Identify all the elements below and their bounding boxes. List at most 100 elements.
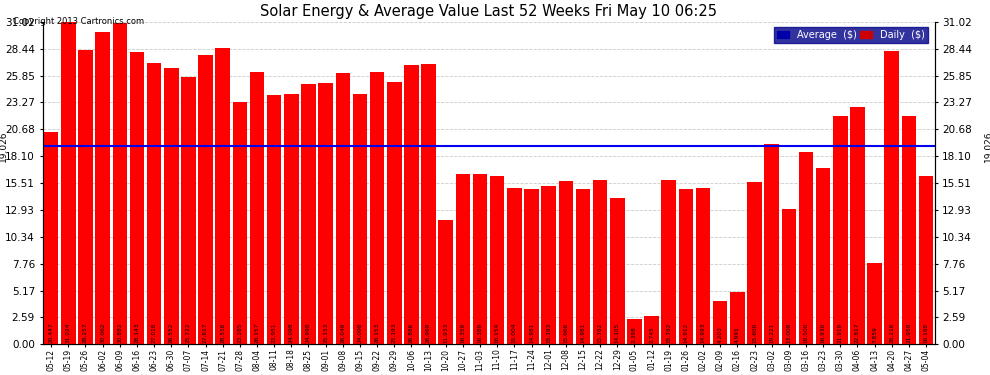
Bar <box>95 32 110 344</box>
Text: 14.993: 14.993 <box>701 322 706 343</box>
Text: 15.193: 15.193 <box>546 322 551 343</box>
Text: 30.062: 30.062 <box>100 322 105 343</box>
Text: 26.049: 26.049 <box>341 322 346 343</box>
Bar <box>113 23 127 344</box>
Text: 7.859: 7.859 <box>872 326 877 343</box>
Bar <box>713 301 728 344</box>
Text: 21.959: 21.959 <box>907 322 912 343</box>
Text: 16.930: 16.930 <box>821 322 826 343</box>
Bar <box>644 316 659 344</box>
Text: 16.168: 16.168 <box>924 323 929 343</box>
Title: Solar Energy & Average Value Last 52 Weeks Fri May 10 06:25: Solar Energy & Average Value Last 52 Wee… <box>260 4 717 19</box>
Text: 19.026: 19.026 <box>0 131 8 162</box>
Text: 26.866: 26.866 <box>409 322 414 343</box>
Bar <box>181 77 196 344</box>
Bar <box>490 176 505 344</box>
Text: 16.154: 16.154 <box>495 322 500 343</box>
Text: 24.098: 24.098 <box>357 322 362 343</box>
Bar <box>249 72 264 344</box>
Text: 20.447: 20.447 <box>49 322 53 343</box>
Text: 11.933: 11.933 <box>444 322 448 343</box>
Bar <box>164 68 178 344</box>
Bar <box>387 82 402 344</box>
Bar <box>130 52 145 344</box>
Text: 15.600: 15.600 <box>752 322 757 343</box>
Bar <box>507 188 522 344</box>
Text: 22.817: 22.817 <box>855 322 860 343</box>
Text: 24.998: 24.998 <box>306 322 311 343</box>
Text: 21.919: 21.919 <box>838 322 842 343</box>
Bar <box>439 220 453 344</box>
Bar <box>575 189 590 344</box>
Bar <box>558 182 573 344</box>
Text: 28.518: 28.518 <box>220 322 225 343</box>
Bar <box>284 94 299 344</box>
Bar <box>525 189 539 344</box>
Bar <box>850 107 864 344</box>
Text: 23.285: 23.285 <box>238 322 243 343</box>
Bar <box>61 22 75 344</box>
Text: 16.359: 16.359 <box>460 322 465 343</box>
Text: 19.026: 19.026 <box>984 131 990 162</box>
Text: 15.666: 15.666 <box>563 323 568 343</box>
Text: 24.098: 24.098 <box>289 322 294 343</box>
Bar <box>352 94 367 344</box>
Bar <box>867 262 882 344</box>
Text: 28.216: 28.216 <box>889 322 894 343</box>
Text: 23.951: 23.951 <box>271 322 276 343</box>
Bar <box>216 48 230 344</box>
Bar <box>884 51 899 344</box>
Bar <box>678 189 693 344</box>
Text: 27.018: 27.018 <box>151 322 156 343</box>
Text: 16.389: 16.389 <box>477 322 482 343</box>
Bar <box>730 292 744 344</box>
Bar <box>627 320 642 344</box>
Bar <box>44 132 58 344</box>
Text: 14.981: 14.981 <box>529 322 534 343</box>
Text: 4.203: 4.203 <box>718 326 723 343</box>
Bar <box>799 152 813 344</box>
Text: 14.912: 14.912 <box>683 322 688 343</box>
Bar <box>422 64 436 344</box>
Bar <box>593 180 608 344</box>
Text: 26.552: 26.552 <box>168 322 174 343</box>
Bar <box>301 84 316 344</box>
Text: 15.762: 15.762 <box>598 322 603 343</box>
Text: 26.969: 26.969 <box>426 322 431 343</box>
Bar <box>147 63 161 344</box>
Bar <box>233 102 248 344</box>
Bar <box>267 95 281 344</box>
Bar <box>542 186 556 344</box>
Text: 28.257: 28.257 <box>83 322 88 343</box>
Bar <box>370 72 384 344</box>
Bar <box>198 55 213 344</box>
Text: 26.153: 26.153 <box>374 322 379 343</box>
Bar <box>610 198 625 344</box>
Text: 14.981: 14.981 <box>580 322 585 343</box>
Text: 31.024: 31.024 <box>65 322 71 343</box>
Text: 15.762: 15.762 <box>666 322 671 343</box>
Text: 2.745: 2.745 <box>649 326 654 343</box>
Bar <box>781 209 796 344</box>
Text: Copyright 2013 Cartronics.com: Copyright 2013 Cartronics.com <box>13 17 144 26</box>
Text: 13.008: 13.008 <box>786 322 791 343</box>
Text: 25.193: 25.193 <box>392 322 397 343</box>
Bar <box>455 174 470 344</box>
Bar <box>404 65 419 344</box>
Bar <box>816 168 831 344</box>
Bar <box>336 74 350 344</box>
Bar <box>919 176 934 344</box>
Text: 4.991: 4.991 <box>735 326 740 343</box>
Bar <box>319 83 333 344</box>
Text: 2.398: 2.398 <box>632 326 637 343</box>
Text: 18.500: 18.500 <box>804 322 809 343</box>
Text: 27.817: 27.817 <box>203 322 208 343</box>
Bar <box>747 182 761 344</box>
Text: 14.105: 14.105 <box>615 322 620 343</box>
Bar <box>764 144 779 344</box>
Bar <box>78 51 93 344</box>
Text: 25.722: 25.722 <box>186 322 191 343</box>
Text: 19.221: 19.221 <box>769 322 774 343</box>
Text: 15.004: 15.004 <box>512 322 517 343</box>
Text: 26.157: 26.157 <box>254 322 259 343</box>
